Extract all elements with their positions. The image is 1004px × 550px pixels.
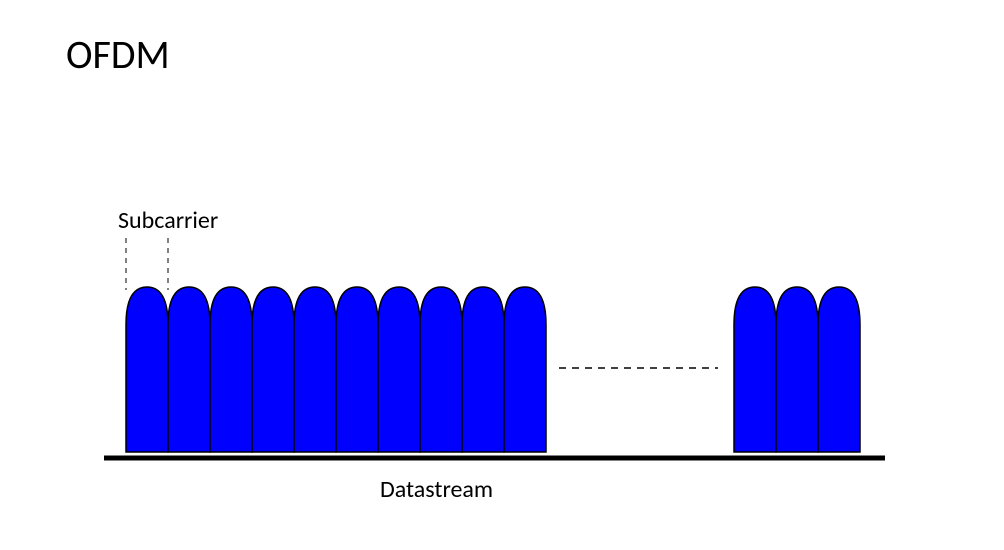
subcarrier-lobe xyxy=(776,287,818,452)
subcarrier-lobe xyxy=(126,287,168,452)
subcarrier-lobe xyxy=(294,287,336,452)
subcarrier-lobe xyxy=(210,287,252,452)
subcarrier-lobe xyxy=(378,287,420,452)
subcarrier-lobe xyxy=(252,287,294,452)
subcarrier-lobe xyxy=(420,287,462,452)
subcarrier-lobe xyxy=(168,287,210,452)
subcarrier-lobe xyxy=(462,287,504,452)
subcarrier-lobe xyxy=(336,287,378,452)
subcarrier-group-left xyxy=(126,287,546,452)
ofdm-diagram xyxy=(0,0,1004,550)
subcarrier-lobe xyxy=(734,287,776,452)
subcarrier-lobe xyxy=(504,287,546,452)
subcarrier-lobe xyxy=(818,287,860,452)
subcarrier-group-right xyxy=(734,287,860,452)
